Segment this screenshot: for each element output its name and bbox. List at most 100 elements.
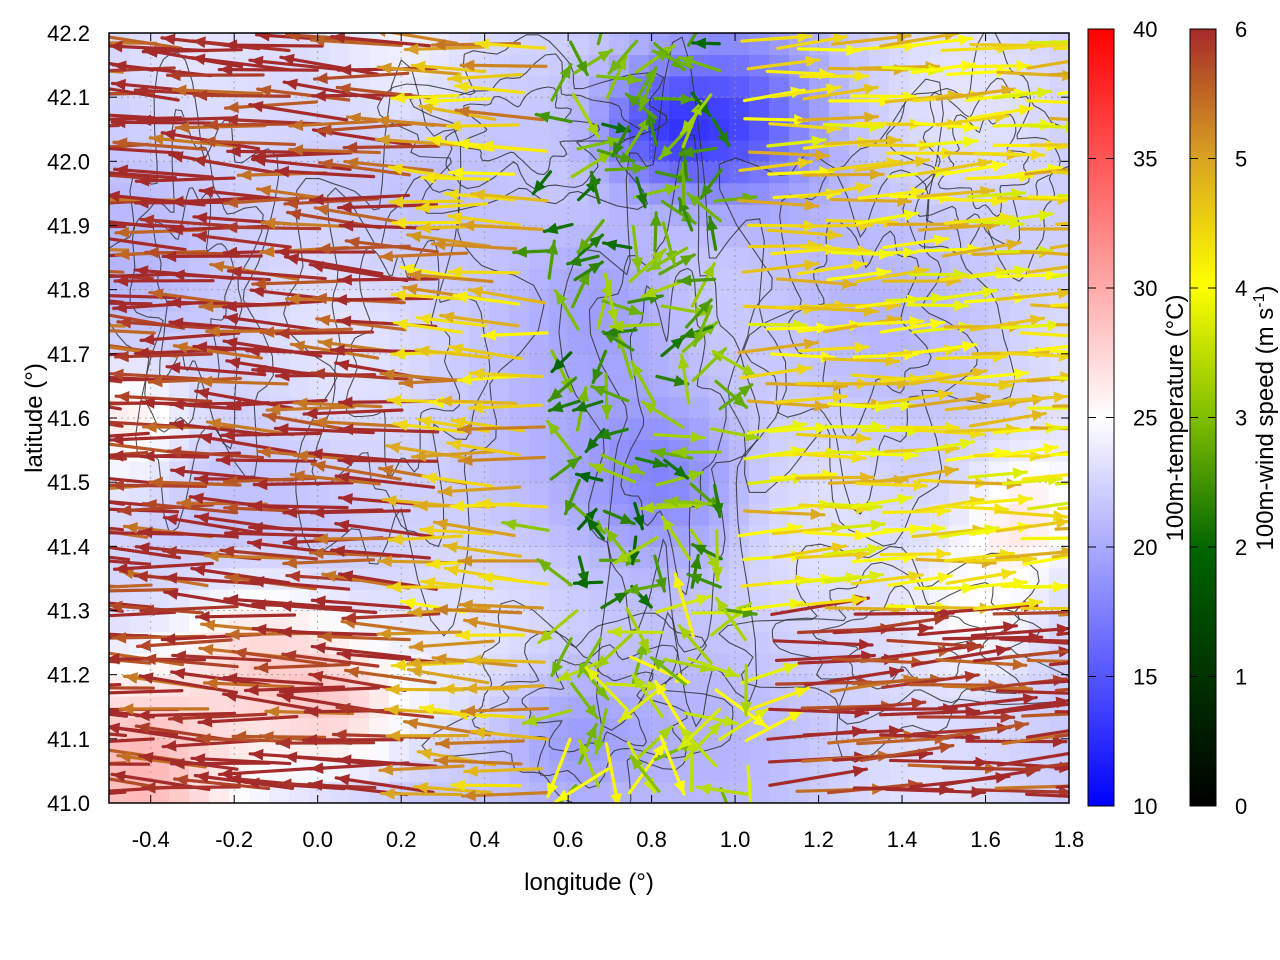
- wind-arrow-head: [190, 492, 204, 505]
- wind-arrow-head: [277, 737, 291, 749]
- heat-cell: [609, 567, 630, 590]
- wind-arrow-shaft: [109, 737, 155, 743]
- heat-cell: [229, 653, 250, 676]
- wind-arrow-head: [1017, 493, 1032, 506]
- wind-arrow: [649, 656, 687, 686]
- wind-arrow-head: [597, 428, 612, 440]
- wind-arrow: [110, 116, 212, 129]
- wind-arrow: [222, 672, 324, 686]
- wind-arrow-head: [136, 174, 150, 187]
- wind-arrow-shaft: [995, 689, 1069, 695]
- wind-arrow-shaft: [109, 500, 157, 508]
- wind-arrow-shaft: [743, 509, 826, 517]
- wind-arrow: [673, 572, 695, 638]
- wind-arrow-head: [660, 45, 675, 58]
- wind-arrow: [624, 582, 666, 595]
- wind-speed-colorbar-label: 100m-wind speed (m s-1): [1251, 286, 1279, 551]
- wind-arrow: [315, 314, 407, 332]
- wind-arrow: [607, 39, 639, 75]
- wind-arrow-head: [193, 230, 208, 243]
- heat-cell: [629, 589, 650, 612]
- wind-arrow-head: [226, 357, 241, 369]
- wind-arrow-head: [995, 645, 1010, 657]
- colorbar-tick-label: 6: [1235, 17, 1247, 42]
- wind-arrow-shaft: [223, 195, 318, 205]
- wind-arrow-head: [22, 171, 35, 183]
- wind-arrow-head: [338, 201, 352, 214]
- wind-arrow-head: [687, 193, 702, 207]
- y-tick-label: 41.5: [47, 470, 90, 495]
- wind-arrow-head: [1120, 400, 1133, 412]
- heat-cell: [569, 311, 590, 334]
- wind-arrow: [649, 211, 662, 253]
- wind-arrow-shaft: [1049, 452, 1069, 457]
- wind-arrow-head: [221, 429, 236, 441]
- heat-cell: [529, 418, 550, 440]
- wind-arrow-head: [310, 193, 324, 206]
- wind-arrow-shaft: [459, 223, 544, 231]
- wind-arrow-shaft: [192, 233, 292, 249]
- heat-cell: [389, 225, 410, 248]
- wind-arrow: [655, 374, 690, 387]
- heat-cell: [1029, 482, 1050, 505]
- wind-arrow: [660, 515, 692, 561]
- heat-cell: [749, 311, 770, 334]
- heat-cell: [529, 75, 550, 98]
- wind-arrow-shaft: [116, 320, 215, 330]
- wind-arrow: [420, 172, 490, 184]
- wind-arrow: [139, 331, 241, 346]
- wind-arrow-shaft: [274, 330, 375, 336]
- wind-arrow-head: [394, 318, 409, 331]
- wind-arrow: [547, 376, 578, 403]
- wind-arrow: [387, 163, 460, 180]
- wind-arrow-shaft: [315, 317, 407, 332]
- wind-arrow: [747, 149, 831, 162]
- heat-cell: [749, 610, 770, 633]
- wind-arrow: [223, 195, 318, 209]
- wind-arrow-head: [797, 363, 811, 376]
- wind-arrow: [226, 145, 328, 158]
- wind-arrow-shaft: [219, 548, 319, 561]
- wind-arrow-head: [1142, 618, 1156, 630]
- heat-cell: [749, 482, 770, 505]
- wind-arrow-head: [610, 793, 622, 803]
- colorbar-tick-label: 3: [1235, 406, 1247, 431]
- wind-arrow-head: [679, 625, 693, 640]
- wind-arrow: [171, 650, 272, 663]
- heat-cell: [269, 460, 290, 483]
- wind-arrow-head: [619, 513, 635, 524]
- wind-arrow: [797, 111, 880, 124]
- wind-arrow: [854, 155, 931, 172]
- wind-arrow-head: [1043, 443, 1057, 455]
- heat-cell: [989, 225, 1010, 248]
- wind-arrow-head: [278, 626, 292, 638]
- wind-arrow-head: [609, 59, 622, 74]
- heat-cell: [969, 375, 990, 398]
- wind-arrow-head: [192, 36, 206, 49]
- wind-arrow-head: [224, 672, 238, 685]
- wind-arrow: [574, 471, 604, 483]
- wind-arrow-head: [375, 115, 390, 127]
- wind-arrow-shaft: [908, 394, 991, 409]
- wind-arrow: [288, 119, 380, 132]
- heat-cell: [349, 75, 370, 98]
- wind-arrow-head: [992, 194, 1006, 207]
- wind-arrow: [265, 403, 356, 416]
- heat-cell: [529, 375, 550, 398]
- wind-arrow-shaft: [911, 647, 1011, 667]
- wind-arrow-shaft: [222, 315, 324, 333]
- wind-arrow: [167, 712, 268, 725]
- wind-arrow-head: [36, 59, 49, 71]
- wind-arrow-head: [246, 777, 260, 790]
- wind-arrow-head: [171, 757, 185, 770]
- y-tick-label: 41.8: [47, 278, 90, 303]
- wind-arrow: [171, 84, 264, 97]
- wind-arrow: [457, 555, 545, 567]
- wind-arrow-head: [652, 743, 665, 758]
- heat-cell: [569, 182, 590, 205]
- wind-arrow: [1001, 732, 1069, 746]
- wind-arrow-shaft: [190, 566, 291, 585]
- wind-arrow: [629, 754, 661, 793]
- x-tick-label: 0.0: [302, 827, 333, 852]
- x-tick-label: -0.2: [215, 827, 253, 852]
